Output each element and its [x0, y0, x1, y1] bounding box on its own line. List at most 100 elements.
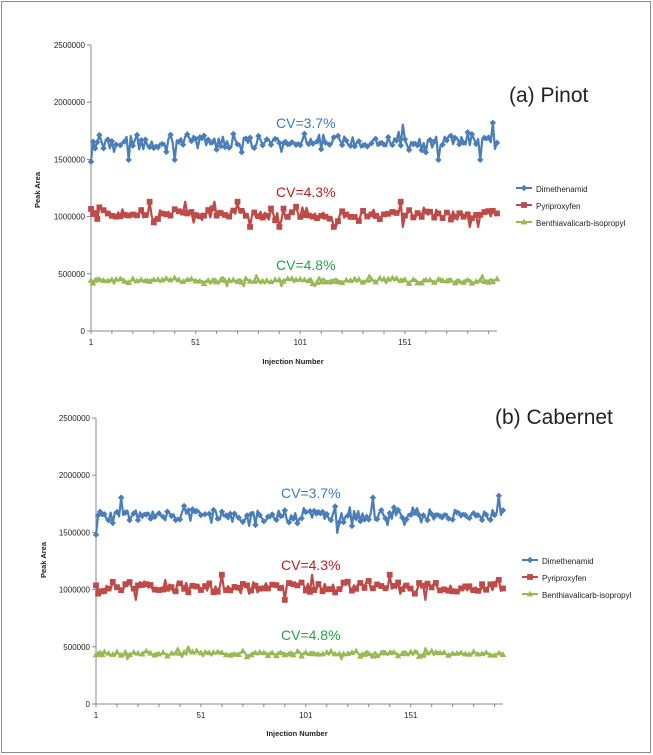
panel-a-x-tick-label: 1	[89, 338, 94, 347]
panel-a-series-2-point	[243, 275, 250, 281]
panel-b-cv-pyriproxyfen: CV=4.3%	[281, 557, 341, 573]
panel-b-series-1-point	[496, 577, 502, 583]
panel-b-legend-pyriproxyfen: Pyriproxyfen	[542, 574, 586, 583]
panel-a-series-0-point	[125, 157, 131, 163]
panel-b-series-2-point	[483, 649, 490, 655]
panel-a-series-0-point	[100, 145, 106, 151]
panel-a-series-0-point	[301, 131, 307, 137]
panel-a-series-1-point	[427, 209, 433, 215]
panel-a-series-0-point	[385, 134, 391, 140]
panel-b-series-2-point	[143, 648, 150, 654]
panel-a-series-1-point	[230, 208, 236, 214]
panel-b-series-1-point	[479, 581, 485, 587]
panel-a-series-1-point	[272, 217, 278, 223]
panel-b-series-1-point	[177, 581, 183, 587]
panel-a-series-1-point	[494, 211, 500, 217]
panel-b-series-1-point	[299, 580, 305, 586]
panel-b-series-1-point	[383, 585, 389, 591]
panel-b-y-tick-label: 2000000	[59, 471, 91, 480]
panel-a-series-1-point	[419, 214, 425, 220]
panel-a-series-1-point	[268, 206, 274, 212]
panel-a-legend-pyriproxyfen: Pyriproxyfen	[536, 202, 580, 211]
panel-b-series-1-point	[483, 587, 489, 593]
panel-a-series-1-point	[201, 213, 207, 219]
panel-a-series-2-point	[494, 276, 501, 282]
panel-a-series-0-point	[238, 149, 244, 155]
panel-b-series-1-point	[244, 583, 250, 589]
panel-a-series-1-point	[440, 215, 446, 221]
panel-a-series-0-point	[230, 131, 236, 137]
panel-b-series-1-point	[311, 587, 317, 593]
panel-a-cv-benthiavalicarb: CV=4.8%	[276, 257, 336, 273]
panel-a-series-1-point	[394, 210, 400, 216]
panel-b-series-0-point	[181, 503, 187, 509]
panel-a-series-1-point	[406, 207, 412, 213]
panel-b-series-1-point	[106, 586, 112, 592]
panel-b-series-1-point	[412, 591, 418, 597]
panel-a-series-1-point	[293, 204, 299, 210]
panel-a-series-1-point	[243, 213, 249, 219]
panel-a-series-0-point	[406, 147, 412, 153]
panel-b-series-1-point	[127, 579, 133, 585]
panel-a-cv-dimethenamid: CV=3.7%	[276, 115, 336, 131]
panel-a-xlabel: Injection Number	[262, 357, 323, 366]
panel-b-series-1-point	[93, 582, 99, 588]
panel-b-y-tick-label: 1500000	[59, 528, 91, 537]
panel-b-cv-benthiavalicarb: CV=4.8%	[281, 627, 341, 643]
panel-b-series-1-point	[206, 581, 212, 587]
panel-a-series-1-point	[356, 218, 362, 224]
panel-a-ylabel: Peak Area	[33, 171, 42, 208]
panel-a-series-0-point	[172, 157, 178, 163]
panel-a-legend-benthiavalicarb: Benthiavalicarb-isopropyl	[536, 219, 626, 228]
panel-b-series-1-point	[366, 578, 372, 584]
panel-a-series-1-point	[360, 208, 366, 214]
panel-a-x-tick-label: 151	[398, 338, 412, 347]
panel-b-series-1-point	[282, 597, 288, 603]
panel-b-series-2-point	[470, 648, 477, 654]
panel-a-legend-marker-1	[521, 202, 527, 208]
panel-b-series-2-point	[160, 649, 167, 655]
panel-b-series-0-point	[294, 520, 300, 526]
panel-a-legend-marker-0	[521, 185, 527, 191]
panel-b-series-1-point	[500, 586, 506, 592]
panel-a-series-0-point	[402, 136, 408, 142]
panel-b-series-2-point	[328, 648, 335, 654]
panel-b-ylabel: Peak Area	[39, 541, 48, 578]
panel-a-series-1-point	[398, 199, 404, 205]
panel-b-series-1-point	[219, 572, 225, 578]
panel-a-y-tick-label: 500000	[58, 270, 85, 279]
panel-a-series-0-point	[477, 157, 483, 163]
panel-b-series-1-point	[110, 579, 116, 585]
panel-b-series-0-point	[135, 517, 141, 523]
panel-b-series-1-point	[387, 572, 393, 578]
panel-a-y-tick-label: 1000000	[54, 213, 86, 222]
panel-b-series-0-point	[340, 519, 346, 525]
panel-b-series-0-point	[349, 523, 355, 529]
panel-a-series-1-point	[92, 210, 98, 216]
panel-b-legend-dimethenamid: Dimethenamid	[542, 557, 594, 566]
panel-b-xlabel: Injection Number	[266, 729, 327, 738]
panel-b-y-tick-label: 2500000	[59, 414, 91, 423]
panel-a-series-1-point	[444, 210, 450, 216]
panel-b-series-2-point	[122, 649, 129, 655]
panel-b-series-0-point	[370, 494, 376, 500]
panel-a-series-1-point	[327, 216, 333, 222]
panel-b-legend-marker-0	[527, 557, 533, 563]
panel-b: (b) Cabernet Peak Area Injection Number …	[39, 406, 632, 738]
panel-b-series-1-point	[118, 587, 124, 593]
panel-b-series-0-point	[332, 503, 338, 509]
panel-b-series-0-point	[252, 522, 258, 528]
panel-b-series-1-point	[408, 586, 414, 592]
panel-a-series-1-point	[168, 213, 174, 219]
panel-a-series-0-point	[268, 142, 274, 148]
panel-b-x-tick-label: 51	[196, 711, 205, 720]
panel-b-series-1-point	[475, 588, 481, 594]
panel-a-series-1-point	[143, 212, 149, 218]
panel-b-series-1-point	[215, 589, 221, 595]
panel-a-y-tick-label: 2500000	[54, 41, 86, 50]
panel-b-y-tick-label: 0	[86, 700, 91, 709]
panel-a-series-1-point	[247, 224, 253, 230]
panel-a-series-1-point	[155, 216, 161, 222]
panel-b-x-tick-label: 1	[94, 711, 99, 720]
